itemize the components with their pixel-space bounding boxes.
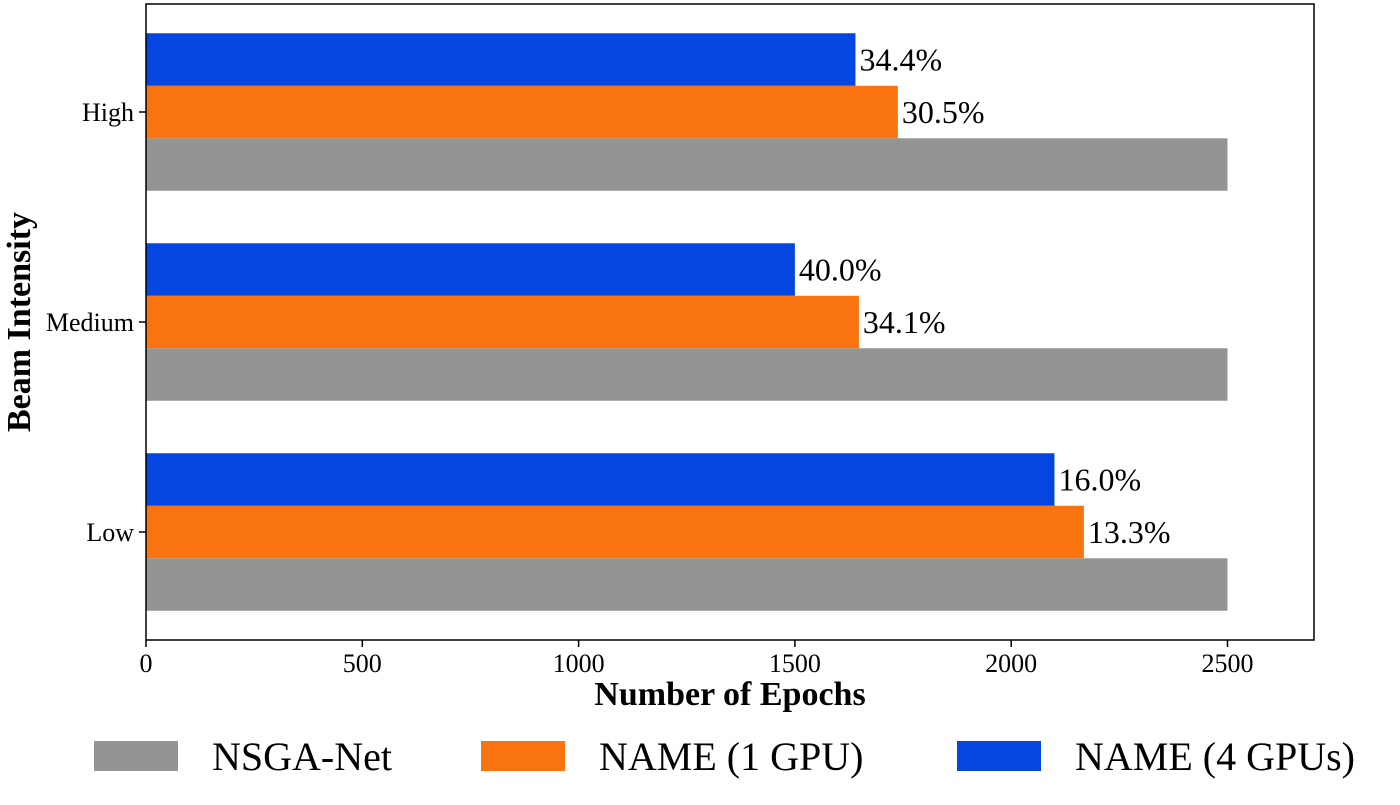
x-tick-label: 2000	[985, 649, 1037, 678]
bar-name-4-gpus-high	[146, 33, 856, 86]
y-tick-label: Low	[86, 518, 134, 547]
bar-value-label: 16.0%	[1058, 462, 1141, 498]
legend-swatch	[957, 741, 1041, 771]
x-axis: 0 500 1000 1500 2000 2500	[140, 640, 1253, 678]
bars-layer	[146, 33, 1228, 611]
bar-name-4-gpus-low	[146, 453, 1055, 506]
y-tick-label: High	[82, 98, 134, 127]
bar-nsga-net-medium	[146, 348, 1228, 401]
y-axis-title: Beam Intensity	[1, 212, 38, 432]
bar-nsga-net-low	[146, 558, 1228, 611]
bar-name-4-gpus-medium	[146, 243, 795, 296]
legend-swatch	[481, 741, 565, 771]
legend-label: NAME (4 GPUs)	[1075, 734, 1355, 779]
bar-name-1-gpu-medium	[146, 295, 859, 349]
bar-value-label: 13.3%	[1088, 514, 1171, 550]
x-tick-label: 1000	[553, 649, 605, 678]
bar-name-1-gpu-high	[146, 85, 898, 139]
legend-label: NSGA-Net	[212, 734, 392, 779]
y-tick-label: Medium	[46, 308, 134, 337]
legend-swatch	[94, 741, 178, 771]
bar-value-label: 34.1%	[863, 304, 946, 340]
legend-label: NAME (1 GPU)	[599, 734, 863, 779]
bar-labels-layer: 13.3% 16.0% 34.1% 40.0% 30.5% 34.4%	[799, 42, 1171, 551]
y-axis: Low Medium High	[46, 98, 146, 547]
bar-value-label: 30.5%	[902, 94, 985, 130]
bar-nsga-net-high	[146, 138, 1228, 191]
bar-name-1-gpu-low	[146, 505, 1084, 559]
x-tick-label: 500	[343, 649, 382, 678]
bar-value-label: 34.4%	[859, 42, 942, 78]
x-axis-title: Number of Epochs	[594, 676, 865, 713]
x-tick-label: 2500	[1201, 649, 1253, 678]
x-tick-label: 1500	[769, 649, 821, 678]
x-tick-label: 0	[140, 649, 153, 678]
legend: NSGA-Net NAME (1 GPU) NAME (4 GPUs)	[94, 734, 1355, 779]
bar-value-label: 40.0%	[799, 252, 882, 288]
